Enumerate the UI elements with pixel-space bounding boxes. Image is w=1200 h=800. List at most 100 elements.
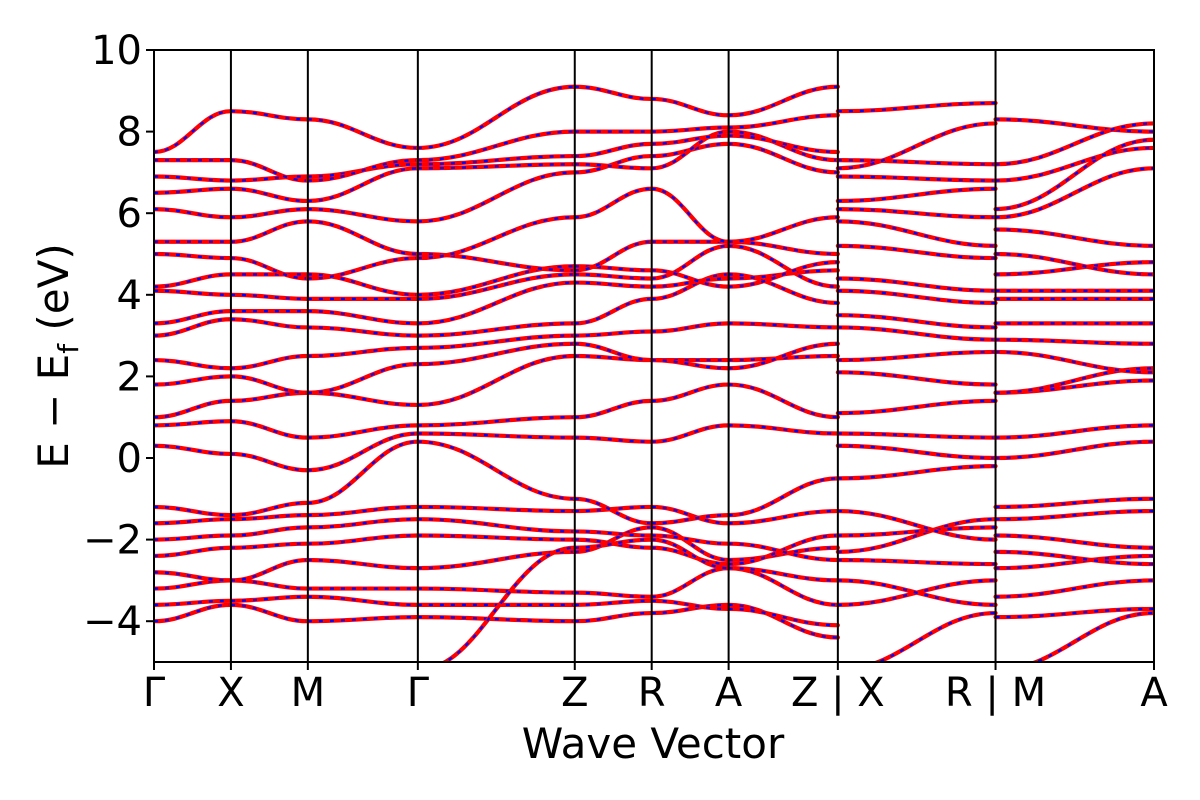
band-line-overlay bbox=[417, 334, 575, 349]
band-line-overlay bbox=[574, 436, 652, 443]
band-line-overlay bbox=[574, 163, 652, 170]
band-line-overlay bbox=[154, 599, 231, 606]
band-line-overlay bbox=[154, 375, 231, 386]
band-line-overlay bbox=[651, 358, 729, 370]
y-axis-title-main: E − E bbox=[29, 354, 78, 469]
band-line-overlay bbox=[230, 514, 308, 521]
band-line-overlay bbox=[307, 595, 418, 606]
band-line-overlay bbox=[995, 379, 1154, 394]
band-line-overlay bbox=[837, 444, 996, 460]
band-line-overlay bbox=[417, 273, 575, 300]
band-line-overlay bbox=[728, 542, 838, 562]
band-line-overlay bbox=[417, 342, 575, 366]
band-line bbox=[228, 158, 310, 183]
band-line bbox=[228, 419, 310, 440]
band-line-overlay bbox=[307, 518, 418, 529]
band-line-overlay bbox=[417, 432, 575, 439]
band-line-overlay bbox=[307, 346, 418, 358]
band-line-overlay bbox=[307, 256, 418, 280]
band-line bbox=[228, 602, 310, 624]
band-line-overlay bbox=[230, 579, 308, 590]
y-tick-label: −4 bbox=[83, 599, 142, 645]
band-line-overlay bbox=[837, 277, 996, 292]
x-tick-label: R | M bbox=[945, 670, 1046, 716]
segment-2 bbox=[305, 117, 420, 624]
band-line-overlay bbox=[995, 118, 1154, 133]
x-tick-label: Γ bbox=[143, 670, 166, 716]
band-line bbox=[649, 186, 731, 244]
band-line-overlay bbox=[574, 142, 652, 158]
band-line bbox=[154, 272, 234, 289]
x-axis-title: Wave Vector bbox=[522, 719, 785, 768]
band-line-overlay bbox=[995, 554, 1154, 570]
band-line-overlay bbox=[837, 579, 996, 606]
band-line bbox=[572, 239, 654, 273]
band-line-overlay bbox=[728, 114, 838, 129]
band-line-overlay bbox=[230, 595, 308, 602]
y-axis-title-unit: (eV) bbox=[29, 243, 78, 344]
band-line-overlay bbox=[574, 538, 652, 549]
band-line-overlay bbox=[417, 130, 575, 162]
band-line-overlay bbox=[307, 432, 418, 472]
y-tick-label: 6 bbox=[117, 191, 142, 237]
band-line-overlay bbox=[837, 558, 996, 566]
y-tick-label: 0 bbox=[117, 436, 142, 482]
band-line-overlay bbox=[574, 591, 652, 598]
band-line-overlay bbox=[307, 310, 418, 325]
band-line-overlay bbox=[574, 611, 652, 623]
axes-frame bbox=[153, 49, 1155, 663]
band-line-overlay bbox=[651, 126, 729, 133]
band-line-overlay bbox=[651, 599, 729, 611]
band-line-overlay bbox=[728, 273, 838, 305]
band-line-overlay bbox=[728, 383, 838, 419]
band-line-overlay bbox=[728, 477, 838, 517]
band-line-overlay bbox=[307, 424, 418, 439]
band-line-overlay bbox=[307, 273, 418, 296]
band-line-overlay bbox=[417, 354, 575, 407]
band-line bbox=[228, 557, 310, 583]
band-line-overlay bbox=[307, 440, 418, 504]
x-axis-ticks: Γ X M Γ Z R A Z | X R | M A bbox=[143, 662, 1168, 716]
band-line-overlay bbox=[307, 167, 418, 203]
band-line-overlay bbox=[995, 607, 1154, 619]
band-line-overlay bbox=[417, 587, 575, 594]
band-line bbox=[572, 525, 654, 554]
band-line-overlay bbox=[995, 440, 1154, 460]
band-line bbox=[572, 296, 654, 326]
band-line bbox=[572, 496, 654, 526]
band-line-overlay bbox=[154, 505, 231, 517]
band-line-overlay bbox=[417, 534, 575, 541]
segment-6 bbox=[726, 84, 840, 640]
band-line-overlay bbox=[574, 538, 652, 549]
band-line-overlay bbox=[574, 273, 652, 280]
segment-7 bbox=[835, 100, 998, 662]
band-line-overlay bbox=[837, 101, 996, 113]
segment-4 bbox=[572, 84, 654, 624]
band-line-overlay bbox=[837, 350, 996, 362]
band-line-overlay bbox=[307, 118, 418, 150]
band-line-overlay bbox=[307, 616, 418, 623]
x-tick-label: M bbox=[291, 670, 326, 716]
band-line-overlay bbox=[651, 603, 729, 615]
band-line-overlay bbox=[230, 501, 308, 517]
band-line-overlay bbox=[154, 444, 231, 456]
band-line-overlay bbox=[995, 167, 1154, 219]
band-line bbox=[415, 280, 577, 326]
band-line-overlay bbox=[837, 289, 996, 305]
band-line-overlay bbox=[728, 244, 838, 288]
band-line-overlay bbox=[651, 142, 729, 158]
band-line-overlay bbox=[728, 134, 838, 154]
band-line-overlay bbox=[651, 130, 729, 170]
band-line-overlay bbox=[837, 432, 996, 439]
band-line bbox=[726, 423, 840, 436]
band-line-overlay bbox=[837, 159, 996, 166]
band-line-overlay bbox=[574, 599, 652, 606]
band-line-overlay bbox=[995, 122, 1154, 166]
band-line-overlay bbox=[837, 326, 996, 341]
band-line-overlay bbox=[837, 220, 996, 247]
band-line-overlay bbox=[995, 138, 1154, 211]
band-line bbox=[1030, 610, 1154, 662]
band-line-overlay bbox=[728, 424, 838, 435]
band-line-overlay bbox=[307, 326, 418, 337]
